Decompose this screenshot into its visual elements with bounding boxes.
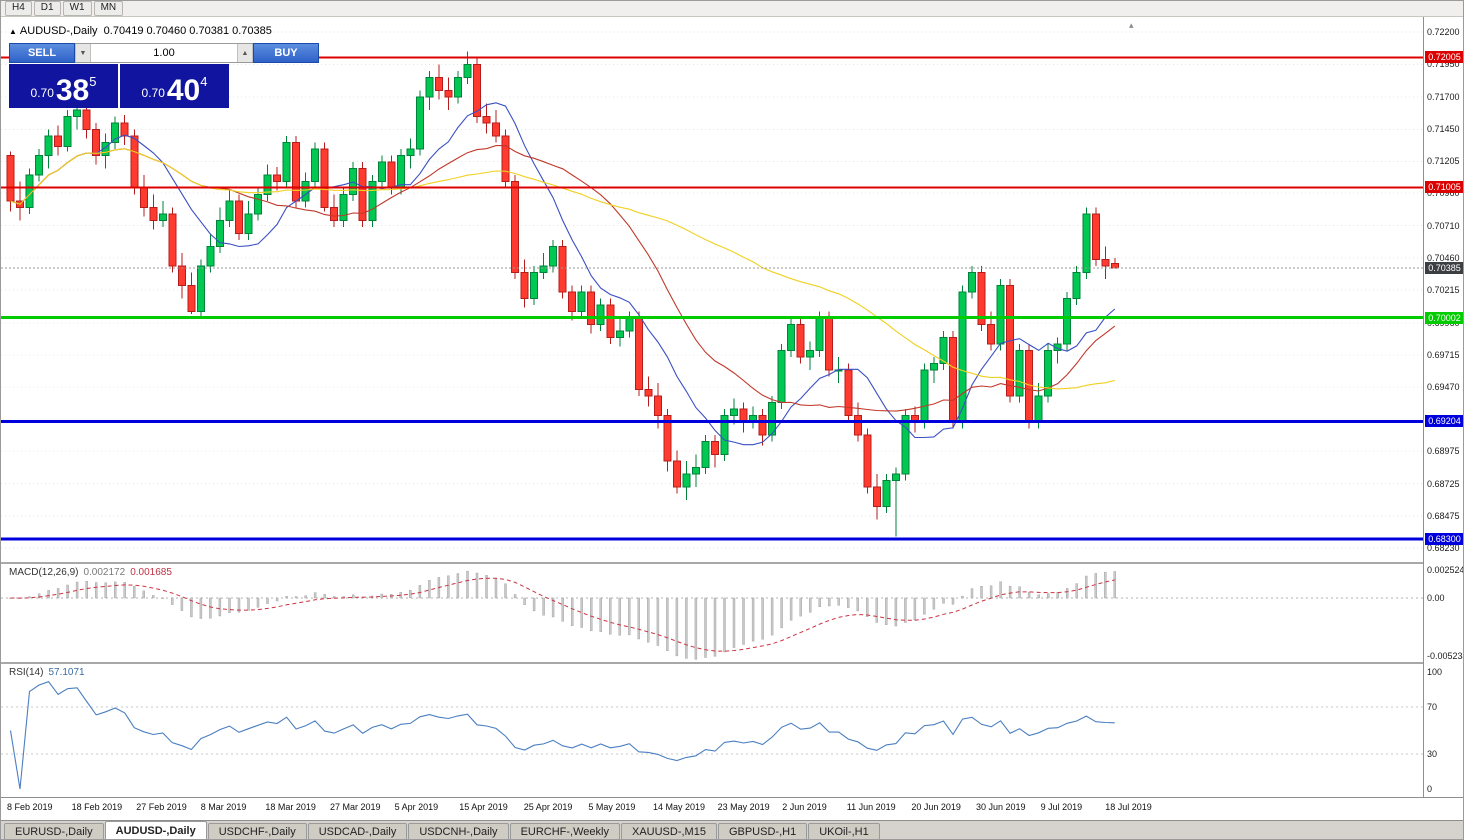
price-axis[interactable]: 0.722000.719500.717000.714500.712050.709…	[1423, 17, 1464, 797]
date-axis-label: 27 Feb 2019	[136, 802, 187, 812]
date-axis-label: 2 Jun 2019	[782, 802, 827, 812]
chart-tab-usdchf-daily[interactable]: USDCHF-,Daily	[207, 823, 307, 839]
buy-price-pipette: 4	[200, 74, 208, 89]
chart-tab-eurusd-daily[interactable]: EURUSD-,Daily	[4, 823, 104, 839]
price-level-flag: 0.68300	[1425, 532, 1463, 545]
volume-stepper: ▼ ▲	[75, 43, 253, 63]
volume-decrease-icon[interactable]: ▼	[75, 44, 91, 62]
price-axis-tick: 0.71450	[1427, 124, 1460, 135]
date-axis-label: 11 Jun 2019	[846, 802, 896, 812]
chart-symbol-label: AUDUSD-,Daily	[19, 25, 98, 37]
macd-main-value: 0.002172	[83, 567, 126, 578]
volume-increase-icon[interactable]: ▲	[237, 44, 253, 62]
date-axis-label: 20 Jun 2019	[911, 802, 961, 812]
price-axis-tick: 0.70215	[1427, 285, 1460, 295]
sell-price-pipette: 5	[89, 74, 97, 89]
buy-price-button[interactable]: 0.70 40 4	[120, 64, 229, 108]
rsi-indicator-canvas[interactable]	[1, 664, 1423, 797]
chart-tab-usdcnh-daily[interactable]: USDCNH-,Daily	[408, 823, 509, 839]
time-axis[interactable]: 8 Feb 2019 18 Feb 2019 27 Feb 2019 8 Mar 20…	[1, 797, 1463, 820]
pane-divider[interactable]	[1, 562, 1463, 564]
price-axis-tick: 0.71205	[1427, 156, 1460, 167]
rsi-header: RSI(14) 57.1071	[9, 667, 85, 678]
chart-tab-audusd-daily[interactable]: AUDUSD-,Daily	[104, 821, 207, 839]
macd-signal-value: 0.001685	[130, 567, 172, 578]
date-axis-label: 23 May 2019	[717, 802, 770, 812]
chart-symbol-icon: ▲	[9, 27, 17, 36]
date-axis-label: 18 Jul 2019	[1105, 802, 1152, 812]
timeframe-button-d1[interactable]: D1	[33, 1, 61, 16]
rsi-axis-label: 30	[1427, 748, 1438, 759]
chart-tabbar: EURUSD-,Daily AUDUSD-,Daily USDCHF-,Daily U…	[1, 820, 1463, 839]
chart-title: ▲ AUDUSD-,Daily 0.70419 0.70460 0.70381 0…	[9, 25, 272, 37]
date-axis-label: 5 Apr 2019	[394, 802, 439, 812]
price-axis-tick: 0.72200	[1427, 27, 1460, 37]
current-price-flag: 0.70385	[1425, 261, 1463, 274]
price-axis-tick: 0.68975	[1427, 446, 1460, 457]
one-click-trade-panel: SELL ▼ ▲ BUY 0.70 38 5 0.70 40 4	[9, 43, 319, 108]
pane-divider[interactable]	[1, 662, 1463, 664]
buy-price-prefix: 0.70	[141, 86, 165, 100]
chart-tab-xauusd-m15[interactable]: XAUUSD-,M15	[620, 823, 717, 839]
price-level-flag: 0.70002	[1425, 311, 1463, 324]
price-level-flag: 0.72005	[1425, 51, 1463, 64]
rsi-axis-label: 0	[1427, 784, 1433, 794]
date-axis-label: 27 Mar 2019	[330, 802, 381, 812]
timeframe-toolbar: H4 D1 W1 MN	[1, 1, 1463, 17]
buy-button[interactable]: BUY	[253, 43, 319, 63]
date-axis-label: 15 Apr 2019	[459, 802, 508, 812]
price-axis-tick: 0.70460	[1427, 253, 1460, 264]
sell-price-prefix: 0.70	[30, 86, 54, 100]
date-axis-label: 9 Jul 2019	[1040, 802, 1083, 812]
volume-input[interactable]	[91, 44, 237, 62]
price-axis-tick: 0.69470	[1427, 381, 1460, 392]
price-axis-tick: 0.68725	[1427, 478, 1460, 489]
macd-axis-label: 0.00	[1427, 592, 1445, 603]
price-axis-tick: 0.68230	[1427, 543, 1460, 553]
rsi-axis-label: 70	[1427, 702, 1438, 713]
date-axis-label: 18 Mar 2019	[265, 802, 316, 812]
date-axis-label: 25 Apr 2019	[523, 802, 573, 812]
rsi-axis-label: 100	[1427, 667, 1443, 677]
macd-header: MACD(12,26,9) 0.002172 0.001685	[9, 567, 172, 578]
price-axis-tick: 0.71950	[1427, 59, 1460, 70]
price-axis-tick: 0.69715	[1427, 349, 1460, 360]
price-axis-tick: 0.70710	[1427, 220, 1460, 231]
buy-price-big: 40	[166, 74, 201, 107]
sell-button[interactable]: SELL	[9, 43, 75, 63]
date-axis-label: 18 Feb 2019	[71, 802, 123, 812]
macd-axis-label: 0.002524	[1427, 565, 1464, 575]
macd-label: MACD(12,26,9)	[9, 567, 79, 578]
timeframe-button-mn[interactable]: MN	[93, 1, 124, 16]
price-axis-tick: 0.71700	[1427, 91, 1460, 102]
chart-tab-eurchf-weekly[interactable]: EURCHF-,Weekly	[509, 823, 620, 839]
chart-tab-usdcad-daily[interactable]: USDCAD-,Daily	[307, 823, 408, 839]
price-level-flag: 0.69204	[1425, 415, 1463, 428]
macd-axis-label: -0.005234	[1427, 651, 1464, 661]
date-axis-label: 30 Jun 2019	[976, 802, 1026, 812]
price-level-flag: 0.71005	[1425, 181, 1463, 194]
rsi-value: 57.1071	[48, 667, 85, 678]
date-axis-label: 8 Mar 2019	[200, 802, 247, 812]
timeframe-button-w1[interactable]: W1	[62, 1, 92, 16]
chart-tab-ukoil-h1[interactable]: UKOil-,H1	[808, 823, 880, 839]
macd-indicator-canvas[interactable]	[1, 564, 1423, 662]
rsi-label: RSI(14)	[9, 667, 44, 678]
date-axis-label: 8 Feb 2019	[7, 802, 53, 812]
timeframe-button-h4[interactable]: H4	[5, 1, 32, 16]
sell-price-big: 38	[55, 74, 90, 107]
date-axis-label: 5 May 2019	[588, 802, 636, 812]
date-axis-label: 14 May 2019	[653, 802, 706, 812]
chart-shift-marker[interactable]: ▴	[1129, 20, 1134, 30]
chart-ohlc-values: 0.70419 0.70460 0.70381 0.70385	[103, 25, 272, 37]
price-axis-tick: 0.68475	[1427, 511, 1460, 522]
price-chart-canvas[interactable]	[1, 17, 1423, 562]
chart-tab-gbpusd-h1[interactable]: GBPUSD-,H1	[717, 823, 808, 839]
sell-price-button[interactable]: 0.70 38 5	[9, 64, 118, 108]
